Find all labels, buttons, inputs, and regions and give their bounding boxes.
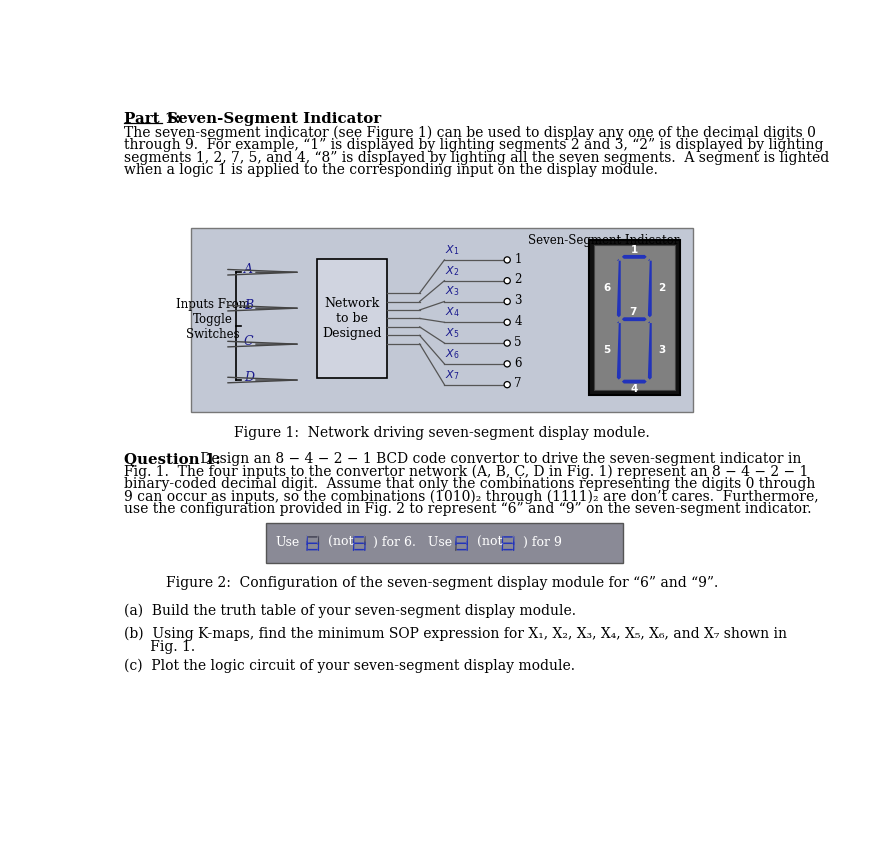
Text: (a)  Build the truth table of your seven-segment display module.: (a) Build the truth table of your seven-… — [124, 603, 575, 618]
Circle shape — [504, 340, 510, 346]
Polygon shape — [364, 536, 366, 546]
Polygon shape — [364, 541, 366, 551]
Text: C: C — [244, 335, 253, 348]
Text: 1: 1 — [514, 253, 522, 266]
Text: $X_3$: $X_3$ — [446, 285, 460, 298]
Polygon shape — [306, 536, 308, 546]
Text: 7: 7 — [629, 307, 637, 316]
Polygon shape — [308, 542, 317, 544]
Text: Question 1:: Question 1: — [124, 452, 220, 466]
Text: $X_1$: $X_1$ — [446, 243, 460, 257]
Text: (not: (not — [477, 536, 503, 549]
Text: Part 1:: Part 1: — [124, 112, 180, 126]
Text: Fig. 1.  The four inputs to the convertor network (A, B, C, D in Fig. 1) represe: Fig. 1. The four inputs to the convertor… — [124, 464, 808, 479]
Text: $X_6$: $X_6$ — [446, 347, 460, 361]
Circle shape — [504, 298, 510, 304]
Polygon shape — [648, 259, 652, 317]
Polygon shape — [354, 536, 364, 537]
Text: 6: 6 — [603, 283, 610, 293]
Polygon shape — [617, 321, 621, 380]
Circle shape — [504, 257, 510, 263]
FancyBboxPatch shape — [267, 524, 623, 563]
Text: use the configuration provided in Fig. 2 to represent “6” and “9” on the seven-s: use the configuration provided in Fig. 2… — [124, 501, 811, 516]
Polygon shape — [353, 536, 354, 546]
Polygon shape — [456, 542, 467, 544]
Text: A: A — [244, 263, 253, 277]
Circle shape — [504, 381, 510, 387]
Text: 6: 6 — [514, 357, 522, 369]
Text: The seven-segment indicator (see Figure 1) can be used to display any one of the: The seven-segment indicator (see Figure … — [124, 126, 816, 141]
FancyBboxPatch shape — [594, 245, 674, 390]
Text: Network
to be
Designed: Network to be Designed — [323, 297, 382, 340]
Polygon shape — [503, 536, 513, 537]
Polygon shape — [617, 259, 621, 317]
Polygon shape — [622, 317, 646, 321]
Text: through 9.  For example, “1” is displayed by lighting segments 2 and 3, “2” is d: through 9. For example, “1” is displayed… — [124, 138, 824, 153]
Text: 5: 5 — [603, 345, 610, 356]
Text: Use: Use — [275, 536, 300, 549]
Polygon shape — [317, 536, 319, 546]
Circle shape — [504, 278, 510, 284]
Text: 5: 5 — [514, 336, 522, 349]
Polygon shape — [503, 542, 513, 544]
Text: ) for 9: ) for 9 — [524, 536, 562, 549]
Polygon shape — [622, 380, 646, 383]
Polygon shape — [306, 541, 308, 551]
Polygon shape — [317, 541, 319, 551]
Polygon shape — [502, 541, 503, 551]
Text: ) for 6.   Use: ) for 6. Use — [373, 536, 453, 549]
Text: (c)  Plot the logic circuit of your seven-segment display module.: (c) Plot the logic circuit of your seven… — [124, 659, 574, 673]
Text: 2: 2 — [514, 273, 522, 286]
Text: $X_5$: $X_5$ — [446, 327, 460, 340]
Polygon shape — [353, 541, 354, 551]
FancyBboxPatch shape — [317, 259, 387, 378]
Text: Seven-Segment Indicator: Seven-Segment Indicator — [161, 112, 381, 126]
Text: when a logic 1 is applied to the corresponding input on the display module.: when a logic 1 is applied to the corresp… — [124, 163, 658, 177]
Polygon shape — [354, 542, 364, 544]
Polygon shape — [354, 548, 364, 550]
Text: 3: 3 — [514, 294, 522, 307]
Polygon shape — [456, 548, 467, 550]
Polygon shape — [502, 536, 503, 546]
Polygon shape — [308, 548, 317, 550]
Text: 1: 1 — [631, 245, 638, 255]
Circle shape — [504, 319, 510, 326]
Polygon shape — [456, 536, 467, 537]
Text: 2: 2 — [659, 283, 666, 293]
Text: (b)  Using K-maps, find the minimum SOP expression for X₁, X₂, X₃, X₄, X₅, X₆, a: (b) Using K-maps, find the minimum SOP e… — [124, 626, 787, 641]
Text: Figure 2:  Configuration of the seven-segment display module for “6” and “9”.: Figure 2: Configuration of the seven-seg… — [166, 576, 718, 590]
Polygon shape — [513, 541, 515, 551]
Polygon shape — [648, 321, 652, 380]
Text: binary-coded decimal digit.  Assume that only the combinations representing the : binary-coded decimal digit. Assume that … — [124, 477, 815, 491]
Polygon shape — [308, 536, 317, 537]
Polygon shape — [455, 541, 457, 551]
Text: $X_7$: $X_7$ — [446, 368, 460, 381]
Text: B: B — [244, 299, 253, 312]
Text: 7: 7 — [514, 377, 522, 391]
Text: Design an 8 − 4 − 2 − 1 BCD code convertor to drive the seven-segment indicator : Design an 8 − 4 − 2 − 1 BCD code convert… — [196, 452, 801, 466]
Text: 4: 4 — [631, 384, 638, 393]
Text: Figure 1:  Network driving seven-segment display module.: Figure 1: Network driving seven-segment … — [234, 426, 650, 440]
Text: D: D — [244, 371, 253, 384]
Text: $X_2$: $X_2$ — [446, 264, 460, 278]
Text: 9 can occur as inputs, so the combinations (1010)₂ through (1111)₂ are don’t car: 9 can occur as inputs, so the combinatio… — [124, 489, 818, 504]
Text: 4: 4 — [514, 315, 522, 328]
FancyBboxPatch shape — [191, 228, 693, 412]
FancyBboxPatch shape — [588, 240, 680, 395]
Polygon shape — [513, 536, 515, 546]
Text: Fig. 1.: Fig. 1. — [124, 639, 195, 654]
Polygon shape — [503, 548, 513, 550]
Text: (not: (not — [328, 536, 353, 549]
Text: $X_4$: $X_4$ — [446, 305, 460, 319]
Text: Seven-Segment Indicator: Seven-Segment Indicator — [528, 234, 680, 247]
Text: Inputs From
Toggle
Switches: Inputs From Toggle Switches — [175, 298, 250, 341]
Text: segments 1, 2, 7, 5, and 4, “8” is displayed by lighting all the seven segments.: segments 1, 2, 7, 5, and 4, “8” is displ… — [124, 151, 829, 165]
Polygon shape — [622, 255, 646, 259]
Circle shape — [504, 361, 510, 367]
Polygon shape — [455, 536, 457, 546]
Text: 3: 3 — [659, 345, 666, 356]
